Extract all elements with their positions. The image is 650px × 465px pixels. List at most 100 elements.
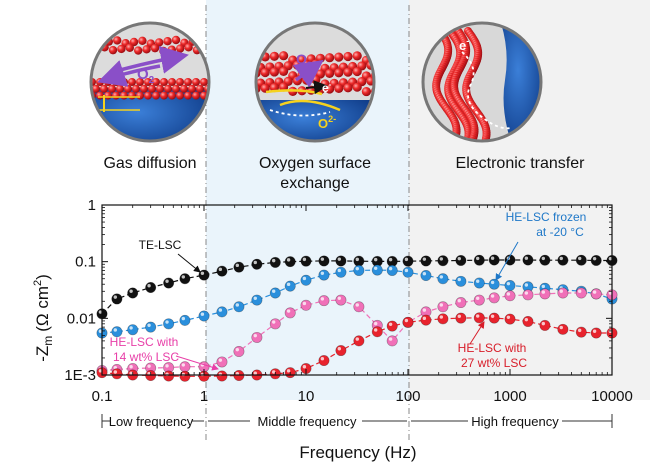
data-point-highlight xyxy=(388,257,393,262)
particle xyxy=(256,84,261,94)
data-point xyxy=(163,370,175,382)
data-point xyxy=(455,254,467,266)
x-tick-label: 1 xyxy=(200,388,208,405)
particle xyxy=(197,36,206,45)
data-point-highlight xyxy=(439,315,444,319)
data-point xyxy=(402,266,414,278)
data-point xyxy=(335,255,347,267)
data-point-highlight xyxy=(577,256,582,261)
data-point-highlight xyxy=(129,326,133,330)
data-point-highlight xyxy=(253,333,257,338)
particle xyxy=(260,67,270,78)
data-point xyxy=(127,324,139,336)
data-point xyxy=(504,313,516,325)
data-point-highlight xyxy=(200,312,205,316)
data-point xyxy=(269,256,281,268)
region-bracket-middle: Middle frequency xyxy=(208,413,407,429)
data-point xyxy=(216,356,228,368)
particle xyxy=(200,78,208,86)
particle xyxy=(112,91,120,100)
particle xyxy=(144,91,152,100)
data-point-highlight xyxy=(286,282,291,287)
data-point-highlight xyxy=(200,271,205,275)
particle xyxy=(192,91,200,100)
data-point xyxy=(300,274,312,286)
data-point-highlight xyxy=(113,295,118,299)
data-point-highlight xyxy=(490,256,495,260)
data-point xyxy=(473,254,485,266)
inset-gas-diffusion: O2 xyxy=(89,21,211,143)
particle xyxy=(142,45,151,54)
o2-label-left: O2 xyxy=(137,66,155,86)
data-point-highlight xyxy=(422,257,427,261)
particle xyxy=(269,51,279,61)
data-point-highlight xyxy=(373,321,378,326)
data-point xyxy=(371,326,383,338)
data-point-highlight xyxy=(475,279,480,283)
data-point xyxy=(284,307,296,319)
region-bracket-high: High frequency xyxy=(411,413,613,429)
data-point-highlight xyxy=(253,371,257,375)
particle xyxy=(168,91,176,100)
particle xyxy=(325,68,335,78)
data-point-highlight xyxy=(439,303,444,307)
data-point-highlight xyxy=(218,308,223,312)
data-point xyxy=(590,327,602,339)
particle xyxy=(132,84,140,93)
data-point xyxy=(557,287,569,299)
data-point-highlight xyxy=(457,277,461,282)
data-point-highlight xyxy=(439,257,444,261)
data-point xyxy=(455,297,467,309)
x-tick-label: 1000 xyxy=(493,388,526,405)
data-point xyxy=(198,310,210,322)
data-point-highlight xyxy=(181,275,186,279)
data-point-highlight xyxy=(355,303,359,307)
data-point xyxy=(386,335,398,347)
particle xyxy=(184,78,192,86)
data-point-highlight xyxy=(271,258,276,263)
data-point xyxy=(145,282,157,294)
o2-label-mid: O2 xyxy=(296,51,312,70)
particle xyxy=(163,37,172,46)
y-tick-label: 0.01 xyxy=(67,310,96,327)
annotation-te-lsc: TE-LSC xyxy=(139,238,201,273)
particle xyxy=(156,84,164,93)
data-point-highlight xyxy=(129,371,133,375)
x-tick-label: 10000 xyxy=(591,388,633,405)
data-point xyxy=(318,295,330,307)
data-point xyxy=(179,314,191,326)
particle xyxy=(129,37,139,47)
data-point-highlight xyxy=(271,289,276,293)
data-point-highlight xyxy=(286,258,291,262)
electron-label-right: e- xyxy=(459,36,469,53)
particle xyxy=(167,45,176,54)
data-point xyxy=(539,254,551,266)
x-tick-label: 100 xyxy=(395,388,420,405)
data-point xyxy=(575,254,587,266)
data-point-highlight xyxy=(559,325,563,330)
data-point xyxy=(284,280,296,292)
data-point-highlight xyxy=(355,337,359,341)
data-point xyxy=(590,254,602,266)
data-point xyxy=(353,301,365,313)
data-point xyxy=(251,258,263,270)
annotation-he-lsc-frozen: HE-LSC frozen at -20 °C xyxy=(495,210,586,281)
particle xyxy=(117,44,126,54)
y-axis-label: -Zm(Ω cm2) xyxy=(32,274,55,362)
data-point-highlight xyxy=(355,266,359,271)
data-point xyxy=(575,326,587,338)
data-point-highlight xyxy=(457,314,461,318)
data-point-highlight xyxy=(113,328,118,332)
particle xyxy=(152,78,160,86)
data-point xyxy=(111,368,123,380)
particle xyxy=(150,43,160,53)
particle xyxy=(176,78,184,86)
data-point xyxy=(455,312,467,324)
data-point-highlight xyxy=(235,347,240,352)
particle xyxy=(361,86,371,97)
data-point-highlight xyxy=(541,284,546,289)
data-point-highlight xyxy=(608,256,613,261)
data-point-highlight xyxy=(524,317,529,322)
series-he-lsc-frozen xyxy=(96,264,618,339)
data-point-highlight xyxy=(165,364,169,368)
